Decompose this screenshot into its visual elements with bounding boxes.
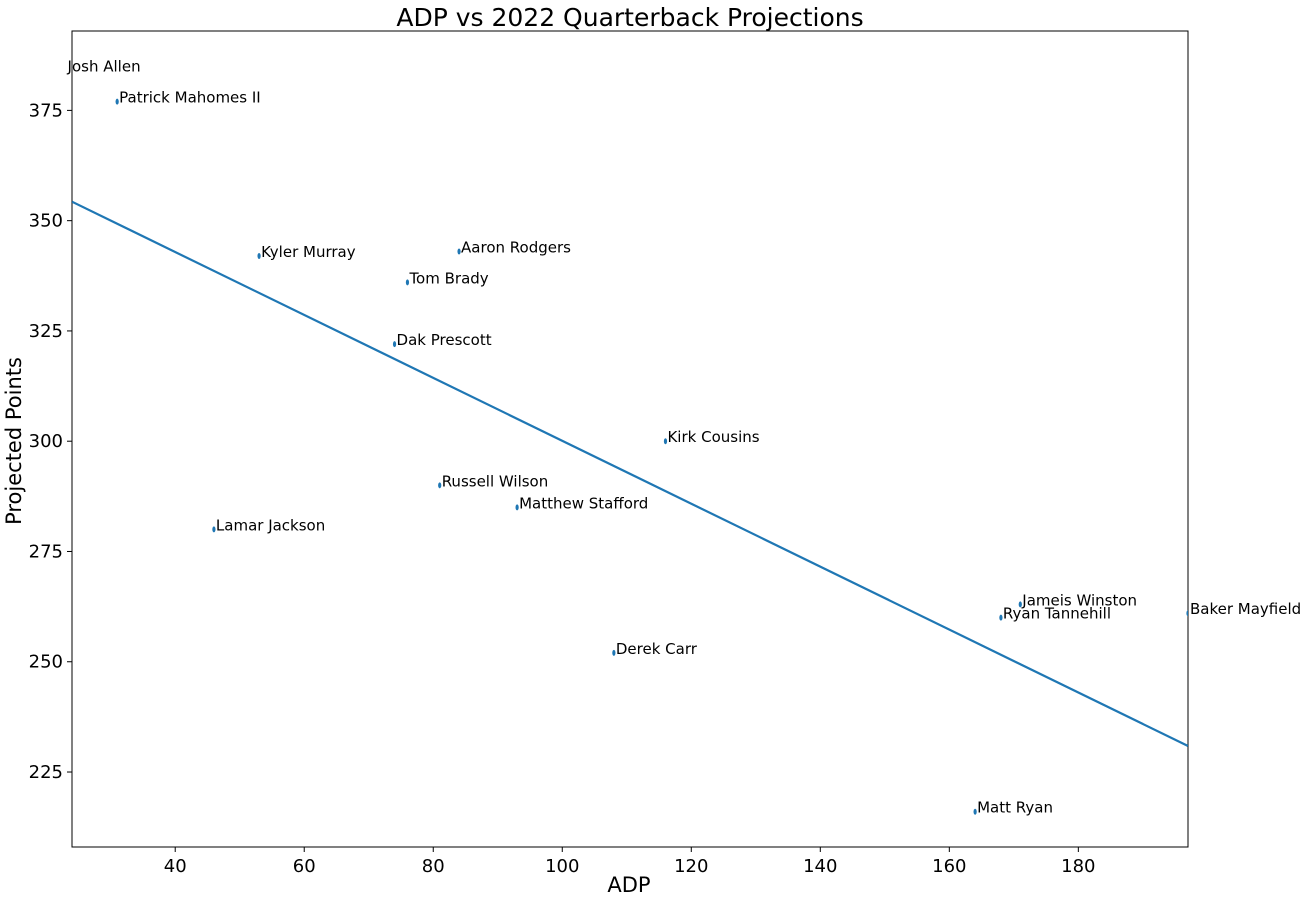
- point-label: Lamar Jackson: [216, 516, 325, 534]
- point-label: Jameis Winston: [1021, 591, 1137, 609]
- data-point: [973, 808, 977, 815]
- point-label: Kirk Cousins: [667, 428, 759, 446]
- data-point: [405, 279, 410, 286]
- data-point: [663, 438, 668, 445]
- data-point: [515, 504, 519, 511]
- point-label: Josh Allen: [67, 58, 141, 76]
- x-tick-label: 100: [545, 856, 579, 877]
- y-tick-label: 250: [29, 652, 63, 673]
- x-tick-label: 60: [293, 856, 316, 877]
- plot-area: 40 60 80 100 120 140 160 180 225 250 275 300 325 350 3…: [29, 30, 1301, 877]
- x-tick-label: 80: [422, 856, 445, 877]
- data-point: [438, 482, 442, 489]
- data-point: [1186, 610, 1188, 617]
- data-point: [212, 526, 216, 533]
- x-tick-label: 40: [164, 856, 187, 877]
- data-point: [257, 252, 261, 259]
- data-point: [457, 248, 461, 255]
- y-tick-label: 375: [29, 100, 63, 121]
- y-axis-label: Projected Points: [2, 357, 26, 525]
- y-tick-label: 275: [29, 541, 63, 562]
- y-tick-label: 350: [29, 211, 63, 232]
- data-point: [392, 341, 397, 348]
- point-label: Matthew Stafford: [519, 494, 648, 512]
- x-tick-label: 160: [932, 856, 966, 877]
- point-label: Tom Brady: [408, 269, 488, 287]
- point-label: Derek Carr: [616, 640, 698, 658]
- y-tick-label: 325: [29, 321, 63, 342]
- point-label: Matt Ryan: [977, 799, 1053, 817]
- x-tick-label: 120: [674, 856, 708, 877]
- point-label: Baker Mayfield: [1190, 600, 1301, 618]
- point-label: Kyler Murray: [261, 243, 356, 261]
- point-label: Patrick Mahomes II: [119, 89, 261, 107]
- point-label: Dak Prescott: [397, 331, 492, 349]
- y-tick-label: 225: [29, 762, 63, 783]
- x-axis-label: ADP: [607, 873, 650, 897]
- plot-frame: [71, 30, 1189, 848]
- point-label: Aaron Rodgers: [461, 239, 571, 257]
- trend-line: [72, 200, 1188, 747]
- chart-title: ADP vs 2022 Quarterback Projections: [396, 3, 863, 32]
- data-point: [612, 649, 616, 656]
- point-label: Ryan Tannehill: [1003, 605, 1111, 623]
- data-point: [999, 614, 1003, 621]
- data-point: [1018, 601, 1022, 608]
- y-tick-label: 300: [29, 431, 63, 452]
- point-label: Russell Wilson: [442, 472, 549, 490]
- data-point: [115, 98, 119, 105]
- x-tick-label: 180: [1061, 856, 1095, 877]
- x-tick-label: 140: [803, 856, 837, 877]
